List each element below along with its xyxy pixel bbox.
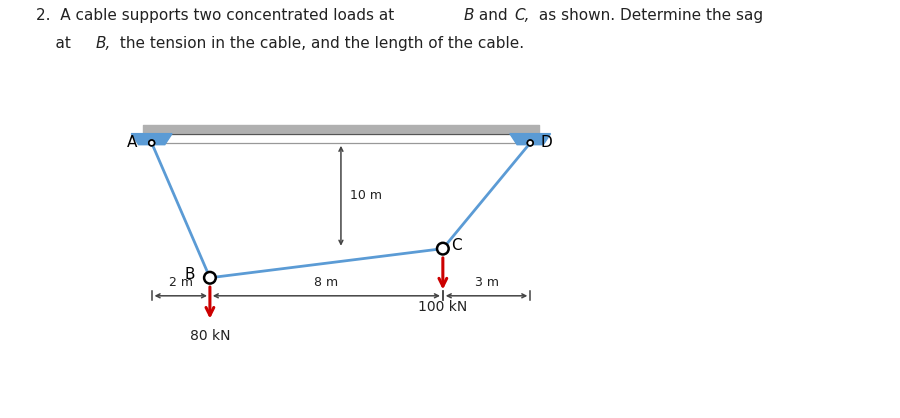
Text: B: B [184,268,195,282]
Text: C: C [451,238,462,253]
Circle shape [437,243,449,255]
Circle shape [204,272,216,283]
Text: B,: B, [95,36,111,51]
Text: 80 kN: 80 kN [190,329,230,343]
Text: B: B [464,8,474,23]
Text: 2.  A cable supports two concentrated loads at: 2. A cable supports two concentrated loa… [36,8,399,23]
Text: and: and [474,8,513,23]
Circle shape [148,140,155,146]
Text: 2 m: 2 m [169,275,193,288]
Text: 3 m: 3 m [474,275,499,288]
Circle shape [527,140,533,146]
Text: C,: C, [514,8,529,23]
Text: as shown. Determine the sag: as shown. Determine the sag [534,8,763,23]
Polygon shape [509,134,551,145]
Text: A: A [127,135,137,150]
Text: the tension in the cable, and the length of the cable.: the tension in the cable, and the length… [115,36,525,51]
Text: 10 m: 10 m [350,189,382,202]
Text: D: D [540,135,552,150]
Text: 100 kN: 100 kN [418,300,467,314]
Polygon shape [131,134,172,145]
Circle shape [527,140,533,146]
Circle shape [148,140,155,146]
Text: at: at [36,36,76,51]
Text: 8 m: 8 m [314,275,338,288]
